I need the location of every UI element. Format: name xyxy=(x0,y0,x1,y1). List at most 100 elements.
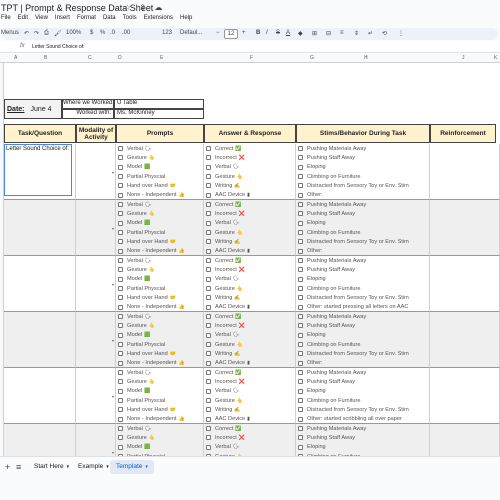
block-cell[interactable] xyxy=(204,200,296,256)
formula-input[interactable]: Letter Sound Choice of: xyxy=(32,44,85,50)
answer-checkbox[interactable] xyxy=(206,295,211,301)
stim-checkbox[interactable] xyxy=(298,416,303,422)
redo-icon[interactable]: ↷ xyxy=(34,31,40,37)
column-header-j[interactable]: J xyxy=(462,55,465,61)
tab-template[interactable]: Template ▾ xyxy=(110,460,154,474)
block-cell[interactable] xyxy=(296,144,430,200)
answer-checkbox[interactable] xyxy=(206,332,211,338)
prompt-checkbox[interactable] xyxy=(118,351,123,357)
answer-checkbox[interactable] xyxy=(206,276,211,282)
prompt-checkbox[interactable] xyxy=(118,370,123,376)
menu-tools[interactable]: Tools xyxy=(122,15,137,21)
add-sheet-icon[interactable]: + xyxy=(5,462,11,472)
font-size-decrease-icon[interactable]: − xyxy=(216,30,220,36)
prompt-checkbox[interactable] xyxy=(118,454,123,456)
where-value[interactable]: U Table xyxy=(114,99,204,109)
title-icons[interactable]: ☆ ⇪ ☁ xyxy=(124,3,166,12)
block-cell[interactable] xyxy=(4,424,76,456)
stim-checkbox[interactable] xyxy=(298,174,303,180)
answer-checkbox[interactable] xyxy=(206,258,211,264)
vertical-align-icon[interactable]: ⇕ xyxy=(354,31,360,37)
prompt-checkbox[interactable] xyxy=(118,304,123,310)
column-header-i[interactable]: I xyxy=(366,55,368,61)
block-cell[interactable] xyxy=(116,312,204,368)
document-title[interactable]: TPT | Prompt & Response Data Sheet xyxy=(1,3,154,13)
menu-format[interactable]: Format xyxy=(76,15,96,21)
prompt-checkbox[interactable] xyxy=(118,342,123,348)
stim-checkbox[interactable] xyxy=(298,220,303,226)
menu-insert[interactable]: Insert xyxy=(54,15,70,21)
column-header-e[interactable]: E xyxy=(160,55,164,61)
number-format-icon[interactable]: 123 xyxy=(162,30,173,36)
prompt-checkbox[interactable] xyxy=(118,220,123,226)
modality-dropdown-icon[interactable]: ▾ xyxy=(112,450,115,455)
stim-checkbox[interactable] xyxy=(298,426,303,432)
stim-checkbox[interactable] xyxy=(298,332,303,338)
prompt-checkbox[interactable] xyxy=(118,444,123,450)
block-cell[interactable] xyxy=(116,368,204,424)
answer-checkbox[interactable] xyxy=(206,351,211,357)
answer-checkbox[interactable] xyxy=(206,379,211,385)
prompt-checkbox[interactable] xyxy=(118,239,123,245)
column-header-k[interactable]: K xyxy=(494,55,498,61)
stim-checkbox[interactable] xyxy=(298,323,303,329)
increase-decimal-icon[interactable]: .00 xyxy=(122,30,131,36)
menu-extensions[interactable]: Extensions xyxy=(143,15,174,21)
stim-checkbox[interactable] xyxy=(298,295,303,301)
undo-icon[interactable]: ↶ xyxy=(24,31,30,37)
stim-checkbox[interactable] xyxy=(298,454,303,456)
menu-file[interactable]: File xyxy=(1,15,11,21)
print-icon[interactable]: ⎙ xyxy=(44,30,49,36)
answer-checkbox[interactable] xyxy=(206,388,211,394)
block-cell[interactable] xyxy=(430,144,500,200)
all-sheets-icon[interactable]: ≡ xyxy=(16,462,22,472)
prompt-checkbox[interactable] xyxy=(118,388,123,394)
column-header-g[interactable]: G xyxy=(310,55,314,61)
block-cell[interactable] xyxy=(204,256,296,312)
answer-checkbox[interactable] xyxy=(206,248,211,254)
prompt-checkbox[interactable] xyxy=(118,295,123,301)
stim-checkbox[interactable] xyxy=(298,276,303,282)
block-cell[interactable] xyxy=(296,312,430,368)
block-cell[interactable] xyxy=(204,424,296,456)
column-header-a[interactable]: A xyxy=(14,55,18,61)
stim-checkbox[interactable] xyxy=(298,370,303,376)
stim-checkbox[interactable] xyxy=(298,239,303,245)
prompt-checkbox[interactable] xyxy=(118,230,123,236)
block-cell[interactable] xyxy=(76,200,116,256)
modality-dropdown-icon[interactable]: ▾ xyxy=(112,170,115,175)
answer-checkbox[interactable] xyxy=(206,230,211,236)
currency-icon[interactable]: $ xyxy=(90,30,94,36)
menu-edit[interactable]: Edit xyxy=(17,15,29,21)
answer-checkbox[interactable] xyxy=(206,164,211,170)
text-wrap-icon[interactable]: ↵ xyxy=(368,31,374,37)
answer-checkbox[interactable] xyxy=(206,407,211,413)
prompt-checkbox[interactable] xyxy=(118,183,123,189)
column-header-f[interactable]: F xyxy=(250,55,254,61)
prompt-checkbox[interactable] xyxy=(118,146,123,152)
block-cell[interactable] xyxy=(204,144,296,200)
stim-checkbox[interactable] xyxy=(298,211,303,217)
block-cell[interactable] xyxy=(296,424,430,456)
column-header-h[interactable]: H xyxy=(364,55,368,61)
menu-data[interactable]: Data xyxy=(102,15,116,21)
answer-checkbox[interactable] xyxy=(206,192,211,198)
strikethrough-icon[interactable]: S xyxy=(276,30,281,36)
block-cell[interactable] xyxy=(430,200,500,256)
answer-checkbox[interactable] xyxy=(206,202,211,208)
prompt-checkbox[interactable] xyxy=(118,211,123,217)
answer-checkbox[interactable] xyxy=(206,416,211,422)
column-header-c[interactable]: C xyxy=(88,55,92,61)
block-cell[interactable] xyxy=(204,368,296,424)
stim-checkbox[interactable] xyxy=(298,351,303,357)
zoom-select[interactable]: 100% xyxy=(66,30,82,36)
modality-dropdown-icon[interactable]: ▾ xyxy=(112,338,115,343)
answer-checkbox[interactable] xyxy=(206,211,211,217)
answer-checkbox[interactable] xyxy=(206,314,211,320)
stim-checkbox[interactable] xyxy=(298,192,303,198)
bold-icon[interactable]: B xyxy=(256,30,261,36)
block-cell[interactable] xyxy=(76,424,116,456)
prompt-checkbox[interactable] xyxy=(118,258,123,264)
sheet-grid[interactable]: Date: June 4 Where we Worked: U Table Wo… xyxy=(0,63,500,456)
block-cell[interactable] xyxy=(430,368,500,424)
